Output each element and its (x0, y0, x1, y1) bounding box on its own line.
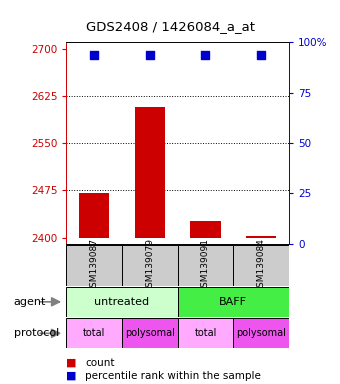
Bar (178, 318, 233, 348)
Bar (135, 107, 165, 238)
Bar (66, 245, 122, 286)
Text: total: total (194, 328, 217, 338)
Point (258, 52, 264, 58)
Text: GDS2408 / 1426084_a_at: GDS2408 / 1426084_a_at (85, 20, 255, 33)
Text: polysomal: polysomal (125, 328, 175, 338)
Text: ■: ■ (66, 371, 77, 381)
Text: ■: ■ (66, 358, 77, 368)
Bar (66, 287, 178, 317)
Point (91, 52, 97, 58)
Text: GSM139079: GSM139079 (145, 238, 154, 293)
Text: percentile rank within the sample: percentile rank within the sample (85, 371, 261, 381)
Bar (190, 220, 221, 238)
Point (147, 52, 153, 58)
Text: total: total (83, 328, 105, 338)
Text: GSM139091: GSM139091 (201, 238, 210, 293)
Bar (79, 193, 109, 238)
Bar (178, 287, 289, 317)
Point (203, 52, 208, 58)
Text: count: count (85, 358, 115, 368)
Bar (178, 245, 233, 286)
Bar (122, 318, 178, 348)
Text: protocol: protocol (14, 328, 59, 338)
Text: untreated: untreated (95, 297, 150, 307)
Text: GSM139087: GSM139087 (90, 238, 99, 293)
Text: agent: agent (14, 297, 46, 307)
Text: polysomal: polysomal (236, 328, 286, 338)
Text: GSM139084: GSM139084 (257, 238, 266, 293)
Bar (233, 318, 289, 348)
Bar (246, 236, 276, 238)
Bar (122, 245, 178, 286)
Bar (66, 318, 122, 348)
Text: BAFF: BAFF (219, 297, 247, 307)
Bar (233, 245, 289, 286)
